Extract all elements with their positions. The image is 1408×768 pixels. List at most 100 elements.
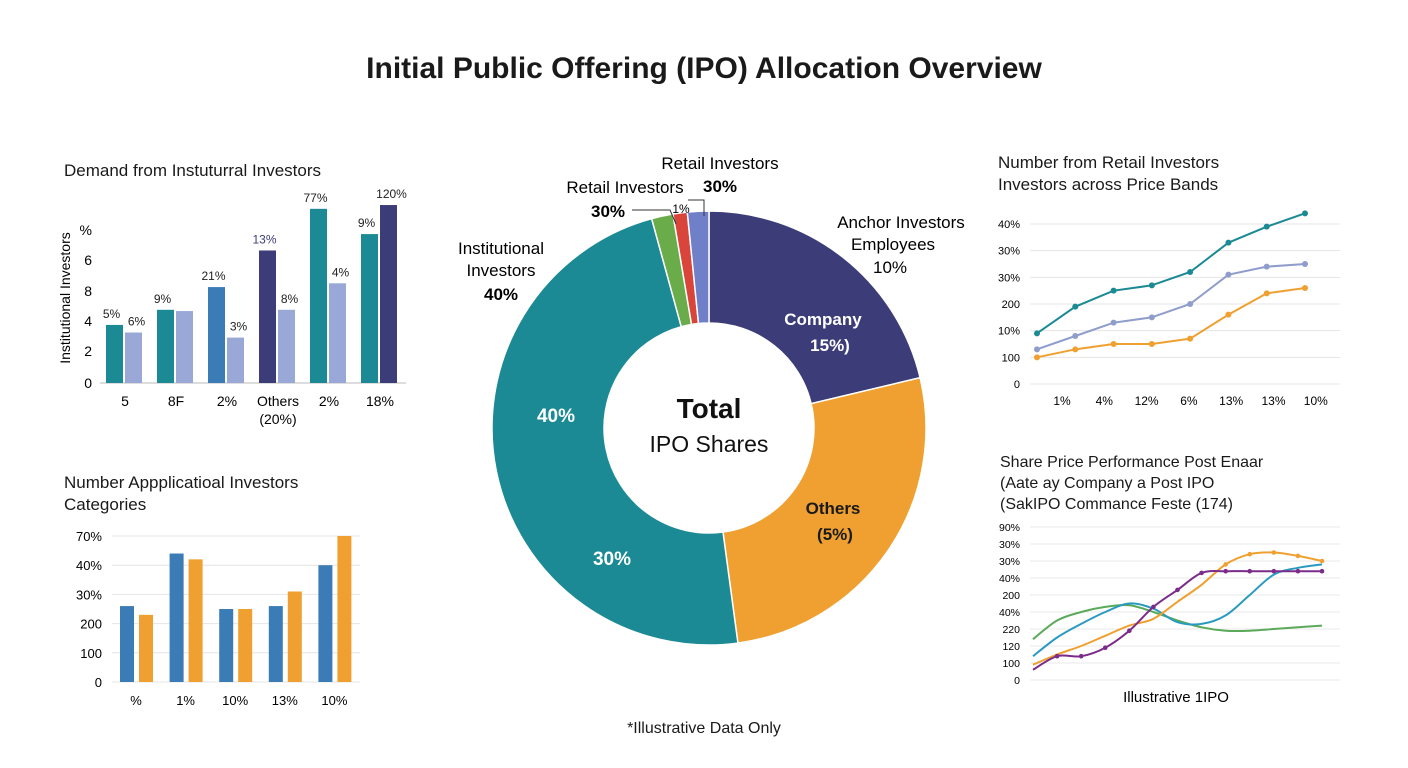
bar-b [329, 283, 346, 383]
donut-slice-institutional [491, 217, 739, 646]
y-tick-label: 30% [998, 246, 1020, 258]
data-point [1271, 568, 1277, 574]
bar-blue [318, 565, 333, 682]
bar-orange [238, 609, 253, 682]
page-title: Initial Public Offering (IPO) Allocation… [366, 52, 1042, 85]
data-point [1263, 290, 1270, 297]
y-tick-label: 100 [1002, 658, 1020, 670]
data-point [1247, 568, 1253, 574]
data-point [1072, 333, 1079, 339]
y-axis-label: Institutional Investors [57, 232, 73, 364]
bar-b [125, 332, 142, 383]
bar-blue [219, 609, 234, 682]
series-line-orange [1036, 287, 1306, 359]
data-point [1295, 553, 1301, 559]
series-line-orange [1032, 551, 1323, 666]
data-point [1302, 210, 1308, 217]
series-line-teal [1036, 212, 1306, 335]
y-tick-label: 6 [84, 252, 92, 268]
bar-a [106, 324, 123, 383]
x-tick-label: 13% [272, 693, 298, 708]
y-tick-label: 200 [80, 617, 102, 632]
callout-label: Retail Investors [661, 154, 778, 173]
y-tick-label: 8 [84, 283, 92, 299]
chart-title-share-price: Share Price Performance Post Enaar (Aate… [1000, 454, 1264, 513]
data-point [1110, 341, 1117, 347]
data-point [1225, 311, 1232, 318]
data-point [1247, 551, 1253, 557]
data-point [1187, 335, 1194, 342]
y-tick-label: 200 [1002, 299, 1020, 311]
data-point [1223, 562, 1228, 567]
chart-title-applications: Number Appplicatioal Investors Categorie… [64, 473, 299, 514]
x-tick-label: 10% [222, 693, 248, 708]
data-point [1148, 314, 1155, 321]
data-point [1054, 653, 1060, 659]
chart-title-retail-price-bands: Number from Retail Investors Investors a… [998, 153, 1220, 194]
x-tick-label: 2% [319, 393, 339, 409]
callout-label: 10% [873, 258, 907, 277]
series-line-cyan [1032, 563, 1323, 657]
y-tick-label: 2 [84, 343, 92, 359]
y-tick-label: 30% [999, 556, 1020, 568]
data-point [1034, 330, 1040, 337]
bar-a [361, 234, 378, 383]
data-label: 13% [252, 232, 276, 246]
data-point [1302, 261, 1308, 267]
data-point [1263, 263, 1270, 270]
data-point [1295, 568, 1301, 574]
data-point [1072, 303, 1079, 310]
bar-blue [268, 606, 283, 682]
x-tick-label: 6% [1180, 394, 1198, 408]
chart-title-institutional-demand: Demand from Instuturral Investors [64, 161, 321, 180]
data-point [1175, 587, 1180, 593]
data-point [1148, 341, 1155, 347]
x-tick-label: 2% [217, 393, 237, 409]
callout-label: Investors [467, 261, 536, 280]
data-point [1151, 604, 1156, 610]
callout-label: 30% [703, 177, 737, 196]
x-tick-label: 1% [176, 693, 195, 708]
y-tick-label: 0 [84, 375, 92, 391]
bar-orange [139, 614, 153, 682]
bar-b [176, 311, 193, 383]
center-label: Total [677, 393, 742, 424]
bar-blue [120, 606, 134, 682]
bar-b [380, 205, 397, 383]
x-tick-label: Others [257, 393, 299, 409]
data-point [1110, 319, 1117, 326]
leader-line [688, 199, 705, 216]
slice-label: Others [806, 499, 861, 518]
data-point [1225, 271, 1232, 278]
data-point [1319, 568, 1325, 574]
data-label: 77% [303, 191, 327, 205]
data-point [1110, 287, 1117, 294]
donut-slice-others [722, 376, 927, 644]
x-tick-label: 4% [1096, 394, 1114, 408]
y-tick-label: 40% [999, 573, 1020, 585]
x-tick-label: 13% [1261, 394, 1285, 408]
callout-label: 1% [672, 202, 690, 216]
data-label: 6% [128, 315, 146, 329]
data-point [1302, 285, 1308, 291]
bar-blue [169, 553, 184, 682]
y-tick-label: 0 [95, 675, 102, 690]
bar-orange [188, 559, 203, 682]
retail-price-bands-chart: 0 100 10% 200 30% 30% 40% 1% 4% 12% 6% 13% 13% 10% [998, 210, 1340, 408]
x-axis-label: Illustrative 1IPO [1123, 689, 1229, 706]
x-tick-label: 8F [168, 393, 184, 409]
data-point [1034, 346, 1040, 353]
bar-orange [287, 591, 302, 682]
leader-line [632, 209, 677, 225]
y-tick-label: 120 [1002, 641, 1020, 653]
x-tick-label: 10% [321, 693, 347, 708]
data-label: 8% [281, 292, 299, 306]
x-tick-label: 18% [366, 393, 394, 409]
callout-label: Institutional [458, 239, 544, 258]
bar-a [208, 287, 225, 383]
ipo-allocation-donut: Company 15%) Others (5%) 40% 30% Total IPO Shar… [458, 154, 965, 646]
slice-label: 30% [593, 549, 631, 570]
data-point [1223, 568, 1228, 574]
footnote: *Illustrative Data Only [627, 720, 781, 737]
data-label: 3% [230, 320, 248, 334]
